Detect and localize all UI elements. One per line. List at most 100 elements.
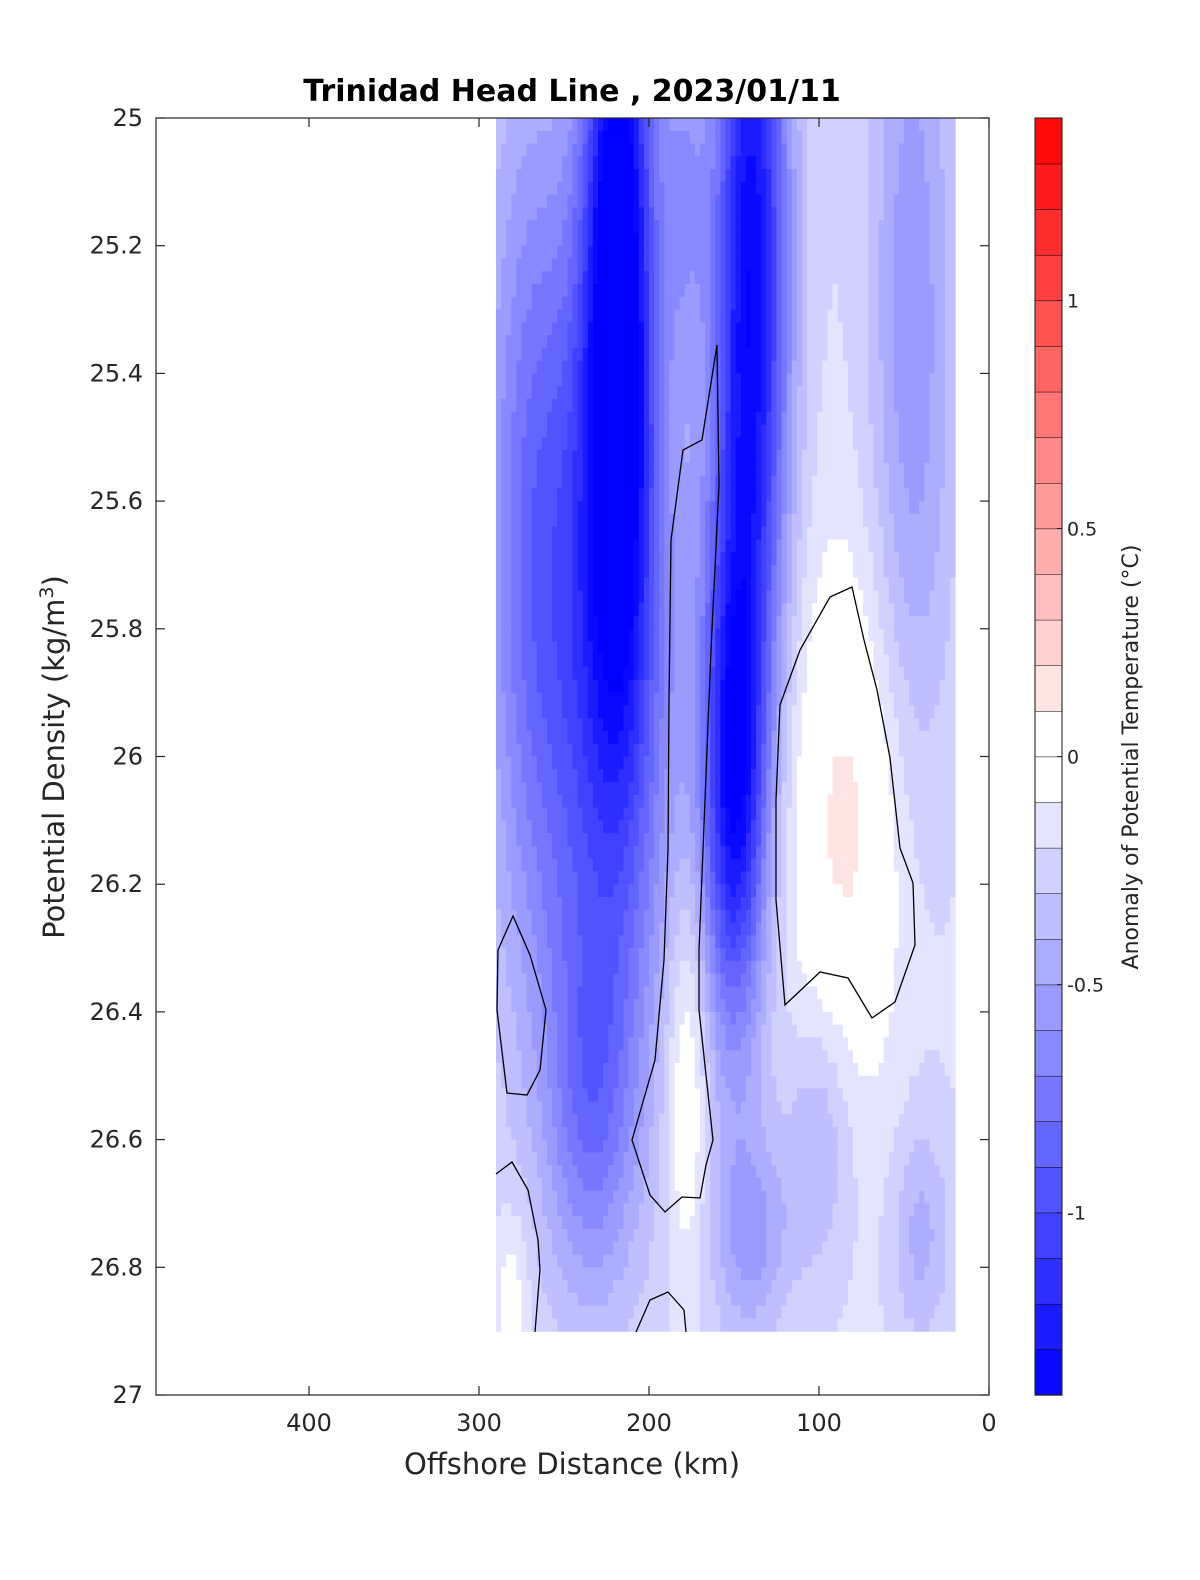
field-cell [501, 1318, 507, 1332]
field-cell [592, 679, 599, 694]
field-cell [705, 1050, 711, 1064]
field-cell [735, 564, 742, 579]
field-cell [531, 628, 538, 643]
field-cell [694, 386, 701, 400]
field-cell [613, 654, 619, 668]
field-cell [705, 169, 711, 183]
field-cell [608, 986, 614, 1000]
field-cell [572, 1011, 579, 1026]
field-cell [633, 552, 640, 566]
field-cell [735, 616, 742, 630]
field-cell [725, 539, 732, 553]
field-cell [745, 552, 752, 566]
field-cell [669, 398, 676, 413]
field-cell [521, 833, 528, 847]
field-cell [735, 373, 742, 387]
field-cell [526, 539, 533, 553]
field-cell [705, 1011, 711, 1026]
field-cell [598, 1228, 604, 1243]
field-cell [577, 1228, 584, 1243]
field-cell [603, 386, 609, 400]
field-cell [526, 1292, 533, 1307]
field-cell [735, 513, 742, 528]
field-cell [628, 1088, 635, 1102]
field-cell [608, 718, 614, 732]
field-cell [572, 616, 579, 630]
field-cell [756, 769, 762, 783]
field-cell [679, 424, 686, 438]
field-cell [516, 284, 523, 298]
field-cell [730, 1050, 737, 1064]
field-cell [751, 769, 757, 783]
field-cell [567, 935, 574, 949]
field-cell [572, 143, 579, 157]
field-cell [745, 1139, 752, 1153]
field-cell [557, 1050, 563, 1064]
field-cell [516, 1114, 523, 1128]
field-cell [628, 322, 635, 336]
field-cell [541, 1050, 548, 1064]
field-cell [618, 743, 625, 758]
field-cell [552, 1228, 558, 1243]
field-cell [735, 871, 742, 885]
field-cell [679, 769, 686, 783]
field-cell [643, 692, 650, 707]
field-cell [638, 603, 645, 617]
field-cell [516, 1305, 523, 1319]
field-cell [684, 386, 691, 400]
field-cell [674, 181, 681, 196]
field-cell [745, 1037, 752, 1051]
field-cell [501, 858, 507, 873]
field-cell [516, 1024, 523, 1039]
field-cell [694, 1011, 701, 1026]
field-cell [567, 730, 574, 745]
field-cell [511, 386, 517, 400]
field-cell [516, 1037, 523, 1051]
field-cell [613, 207, 619, 221]
field-cell [633, 322, 640, 336]
field-cell [745, 1216, 752, 1230]
field-cell [720, 1203, 727, 1217]
field-cell [694, 424, 701, 438]
field-cell [623, 718, 630, 732]
field-cell [618, 1062, 625, 1077]
field-cell [638, 794, 645, 809]
field-cell [669, 577, 676, 592]
field-cell [608, 1241, 614, 1256]
field-cell [547, 820, 553, 834]
field-cell [511, 526, 517, 541]
field-cell [521, 1075, 528, 1090]
field-cell [521, 1024, 528, 1039]
field-cell [745, 398, 752, 413]
field-cell [654, 181, 660, 196]
field-cell [751, 347, 757, 362]
field-cell [511, 373, 517, 387]
field-cell [613, 284, 619, 298]
field-cell [541, 654, 548, 668]
field-cell [603, 309, 609, 323]
field-cell [598, 705, 604, 719]
field-cell [506, 960, 512, 975]
field-cell [720, 692, 727, 707]
field-cell [694, 194, 701, 208]
field-cell [700, 960, 706, 975]
field-cell [664, 284, 670, 298]
field-cell [756, 1280, 762, 1294]
field-cell [557, 271, 563, 285]
field-cell [618, 373, 625, 387]
field-cell [679, 730, 686, 745]
field-cell [705, 1062, 711, 1077]
field-cell [562, 1050, 568, 1064]
field-cell [664, 590, 670, 604]
field-cell [633, 960, 640, 975]
field-cell [664, 986, 670, 1000]
field-cell [659, 692, 665, 707]
field-cell [598, 1062, 604, 1077]
field-cell [623, 1088, 630, 1102]
field-cell [541, 450, 548, 464]
field-cell [567, 1254, 574, 1268]
field-cell [740, 909, 747, 924]
field-cell [679, 309, 686, 323]
field-cell [572, 782, 579, 796]
field-cell [567, 437, 574, 451]
